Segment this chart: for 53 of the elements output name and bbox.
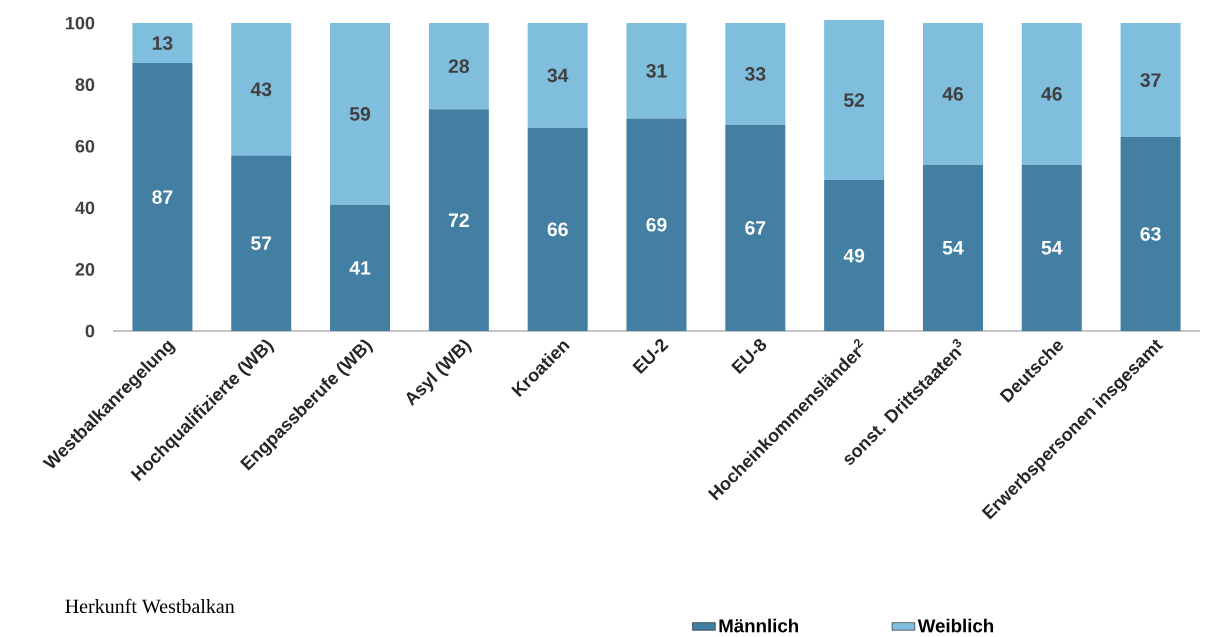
bar [428,109,489,331]
data-label: 54 [942,241,964,255]
bar [330,23,391,205]
data-label: 46 [1041,87,1062,101]
bar [922,164,983,331]
legend-label: Männlich [719,618,798,633]
legend-label: Weiblich [917,618,994,633]
bar [1021,23,1082,165]
data-label: 43 [250,82,272,97]
data-label: 41 [349,261,371,275]
data-label: 87 [152,190,173,204]
data-label: 54 [1041,241,1063,255]
bar [132,23,193,64]
bar [1120,137,1181,331]
data-label: 72 [448,213,469,227]
y-tick-label: 80 [75,78,95,92]
data-label: 59 [349,107,371,121]
data-label: 69 [646,217,667,232]
bar [725,23,786,125]
bar [1120,23,1181,138]
y-tick-label: 100 [66,16,95,30]
data-label: 67 [745,220,766,235]
bar [330,204,391,331]
bar [132,63,193,331]
bar [922,23,983,165]
bar [527,23,588,128]
bar [725,124,786,331]
data-label: 63 [1140,227,1161,241]
data-label: 34 [547,68,569,83]
bar [626,23,687,119]
data-label: 57 [251,236,272,250]
bar [824,180,885,331]
data-label: 33 [745,67,766,81]
data-label: 13 [152,36,173,50]
bar [626,118,687,331]
text: Herkunft Westbalkan [65,598,235,614]
bar [428,23,489,110]
data-label: 37 [1140,73,1161,87]
bar [527,127,588,331]
y-tick-label: 20 [75,263,95,276]
y-tick-label: 60 [75,139,95,153]
bar [824,20,885,181]
bar [231,23,292,156]
bar [1021,164,1082,331]
y-tick-label: 40 [75,201,95,215]
data-label: 31 [646,63,667,78]
data-label: 28 [448,59,470,74]
y-tick-label: 0 [85,324,95,338]
data-label: 49 [843,248,865,263]
bar [231,155,292,331]
data-label: 66 [547,222,568,237]
data-label: 46 [942,87,964,101]
data-label: 52 [843,93,865,107]
